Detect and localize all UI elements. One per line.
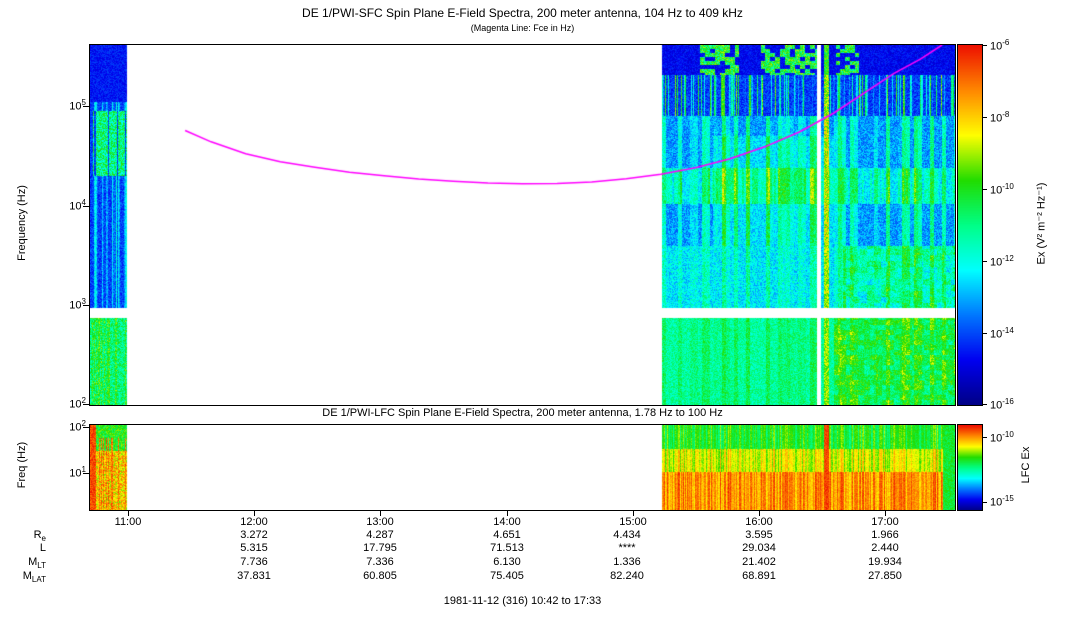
x-tick-label: 17:00 <box>871 516 899 528</box>
x-tick-mark <box>128 511 129 516</box>
sfc-colorbar-tick-mark <box>983 404 987 405</box>
sfc-colorbar-tick: 10-16 <box>990 397 1014 412</box>
x-tick-mark <box>254 511 255 516</box>
sfc-colorbar <box>957 44 983 406</box>
sfc-colorbar-tick: 10-14 <box>990 326 1014 341</box>
ephemeris-value: 4.287 <box>366 529 394 541</box>
ephemeris-value: 17.795 <box>363 542 397 554</box>
x-tick-mark <box>380 511 381 516</box>
x-tick-label: 11:00 <box>114 516 142 528</box>
lfc-colorbar-tick-mark <box>983 437 987 438</box>
ephemeris-value: 71.513 <box>490 542 524 554</box>
sfc-ytick: 105 <box>69 98 86 113</box>
ephemeris-value: 4.651 <box>493 529 521 541</box>
ephemeris-value: 3.272 <box>240 529 268 541</box>
sfc-colorbar-tick: 10-6 <box>990 38 1010 53</box>
lfc-colorbar-tick: 10-15 <box>990 494 1014 509</box>
x-tick-label: 15:00 <box>619 516 647 528</box>
ephemeris-value: 6.130 <box>493 556 521 568</box>
ephemeris-value: 27.850 <box>868 570 902 582</box>
ephemeris-value: 82.240 <box>610 570 644 582</box>
lfc-ytick-mark <box>83 427 89 428</box>
sfc-ytick: 102 <box>69 396 86 411</box>
x-tick-label: 16:00 <box>745 516 773 528</box>
lfc-ytick-mark <box>83 473 89 474</box>
ephemeris-value: 2.440 <box>871 542 899 554</box>
ephemeris-row-label-mlt: MLT <box>28 556 46 571</box>
sfc-ytick: 104 <box>69 198 86 213</box>
sfc-y-axis-label: Frequency (Hz) <box>16 185 28 261</box>
lfc-ytick: 101 <box>69 465 86 480</box>
sfc-colorbar-tick-mark <box>983 261 987 262</box>
page-subtitle: (Magenta Line: Fce in Hz) <box>470 23 575 33</box>
ephemeris-value: 3.595 <box>745 529 773 541</box>
lfc-colorbar-canvas <box>958 425 982 510</box>
x-tick-mark <box>759 511 760 516</box>
ephemeris-row-label-mlat: MLAT <box>22 570 46 585</box>
ephemeris-row-label-re: Re <box>33 529 46 544</box>
sfc-ytick: 103 <box>69 297 86 312</box>
sfc-colorbar-tick-mark <box>983 45 987 46</box>
ephemeris-value: 75.405 <box>490 570 524 582</box>
ephemeris-value: 1.336 <box>613 556 641 568</box>
sfc-ytick-mark <box>83 106 89 107</box>
ephemeris-value: 60.805 <box>363 570 397 582</box>
sfc-spectrogram-canvas <box>90 45 955 405</box>
ephemeris-value: 5.315 <box>240 542 268 554</box>
ephemeris-value: 19.934 <box>868 556 902 568</box>
ephemeris-value: **** <box>618 542 636 554</box>
footer-caption: 1981-11-12 (316) 10:42 to 17:33 <box>443 595 602 607</box>
ephemeris-value: 21.402 <box>742 556 776 568</box>
sfc-panel <box>89 44 956 406</box>
ephemeris-value: 37.831 <box>237 570 271 582</box>
lfc-ytick: 102 <box>69 419 86 434</box>
sfc-colorbar-tick: 10-12 <box>990 254 1014 269</box>
lfc-spectrogram-canvas <box>90 425 955 510</box>
lfc-y-axis-label: Freq (Hz) <box>16 441 28 489</box>
x-tick-label: 13:00 <box>366 516 394 528</box>
ephemeris-value: 4.434 <box>613 529 641 541</box>
sfc-ytick-mark <box>83 206 89 207</box>
sfc-colorbar-tick: 10-10 <box>990 182 1014 197</box>
lfc-colorbar <box>957 424 983 511</box>
lfc-colorbar-tick: 10-10 <box>990 430 1014 445</box>
x-tick-mark <box>633 511 634 516</box>
x-tick-mark <box>507 511 508 516</box>
ephemeris-value: 29.034 <box>742 542 776 554</box>
lfc-colorbar-tick-mark <box>983 502 987 503</box>
page-title: DE 1/PWI-SFC Spin Plane E-Field Spectra,… <box>302 6 743 20</box>
x-tick-label: 12:00 <box>240 516 268 528</box>
lfc-panel <box>89 424 956 511</box>
sfc-colorbar-tick-mark <box>983 333 987 334</box>
x-tick-mark <box>885 511 886 516</box>
sfc-colorbar-tick: 10-8 <box>990 110 1010 125</box>
sfc-colorbar-tick-mark <box>983 189 987 190</box>
ephemeris-value: 7.336 <box>366 556 394 568</box>
sfc-ytick-mark <box>83 404 89 405</box>
ephemeris-value: 68.891 <box>742 570 776 582</box>
lfc-colorbar-label: LFC Ex <box>1020 446 1032 484</box>
ephemeris-value: 1.966 <box>871 529 899 541</box>
sfc-colorbar-label: Ex (V² m⁻² Hz⁻¹) <box>1035 182 1048 265</box>
ephemeris-row-label-l: L <box>39 542 46 554</box>
ephemeris-value: 7.736 <box>240 556 268 568</box>
sfc-colorbar-tick-mark <box>983 117 987 118</box>
x-tick-label: 14:00 <box>493 516 521 528</box>
lfc-title: DE 1/PWI-LFC Spin Plane E-Field Spectra,… <box>322 407 723 419</box>
sfc-ytick-mark <box>83 305 89 306</box>
sfc-colorbar-canvas <box>958 45 982 405</box>
